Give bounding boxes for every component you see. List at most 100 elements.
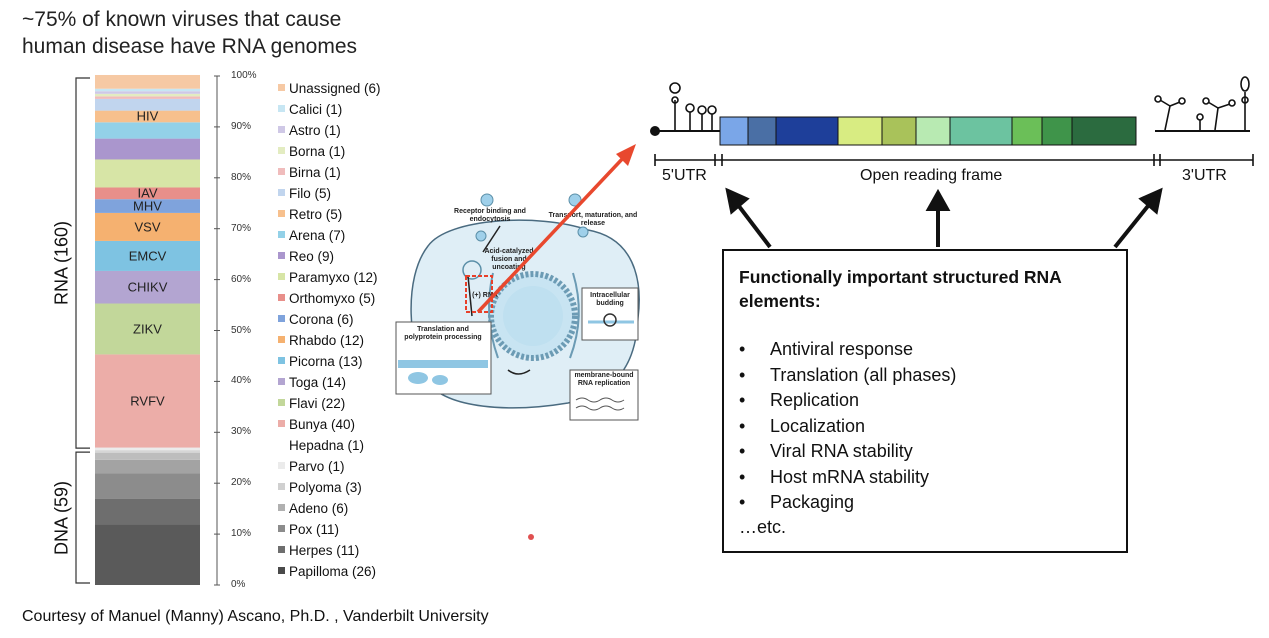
bar-segment-retro (95, 110, 200, 123)
legend-label: Filo (5) (289, 186, 332, 201)
legend-label: Borna (1) (289, 144, 346, 159)
laser-pointer-dot (528, 534, 534, 540)
callout-item-text: Replication (770, 390, 860, 410)
legend-swatch (278, 168, 285, 175)
legend-item: Paramyxo (12) (278, 267, 418, 288)
legend-label: Reo (9) (289, 249, 335, 264)
legend-swatch (278, 273, 285, 280)
cell-illustration (395, 193, 640, 421)
y-tick-label: 90% (231, 120, 252, 132)
orf-domain-9 (1041, 116, 1073, 146)
group-bracket (75, 77, 90, 449)
callout-list: • Antiviral response • Translation (all pha… (739, 337, 956, 516)
stacked-bar-svg (75, 74, 220, 586)
legend-swatch (278, 546, 285, 553)
y-tick-label: 50% (231, 324, 252, 336)
legend-item: Birna (1) (278, 162, 418, 183)
orf-domain-10 (1071, 116, 1137, 146)
legend-swatch (278, 252, 285, 259)
legend-item: Unassigned (6) (278, 78, 418, 99)
y-tick-label: 30% (231, 426, 252, 438)
orf-domain-1 (719, 116, 749, 146)
virion-4 (577, 226, 589, 238)
label-translation: Translation and polyprotein processing (404, 326, 482, 341)
title-line-1: ~75% of known viruses that cause (22, 8, 342, 31)
legend-swatch (278, 483, 285, 490)
legend-swatch (278, 189, 285, 196)
y-tick-label: 80% (231, 171, 252, 183)
utr5-label: 5'UTR (662, 167, 707, 184)
region-brackets (654, 154, 1254, 166)
bullet: • (739, 466, 746, 487)
structured-rna-callout-box: Functionally important structured RNA el… (722, 249, 1128, 553)
arrow-to-5utr (733, 199, 772, 249)
legend-item: Hepadna (1) (278, 435, 418, 456)
group-bracket (75, 451, 90, 584)
bar-segment-bunya (95, 354, 200, 448)
bar-segment-arena (95, 122, 200, 139)
replication-rna-1 (575, 397, 625, 403)
bar-segment-polyoma (95, 452, 200, 460)
virus-stacked-bar-chart: RVFV ZIKV CHIKV EMCV VSV MHV IAV HIV 0% 10% 20% 30%… (0, 60, 260, 600)
legend-swatch (278, 567, 285, 574)
legend-label: Picorna (13) (289, 354, 363, 369)
virion-1 (480, 193, 494, 207)
y-tick-label: 70% (231, 222, 252, 234)
bar-segment-pox (95, 473, 200, 499)
legend-label: Papilloma (26) (289, 564, 377, 579)
label-transport: Transport, maturation, and release (548, 212, 638, 227)
legend-swatch (278, 126, 285, 133)
orf-domain-2 (747, 116, 777, 146)
bar-segment-toga (95, 270, 200, 304)
bullet: • (739, 415, 746, 436)
legend-label: Astro (1) (289, 123, 341, 138)
bar-segment-paramyxo (95, 159, 200, 188)
y-tick-label: 100% (231, 70, 257, 81)
cycle-arrow (507, 369, 531, 375)
legend-item: Toga (14) (278, 372, 418, 393)
orf-domain-3 (775, 116, 839, 146)
segment-label-rvfv: RVFV (130, 393, 165, 409)
label-receptor-binding: Receptor binding and endocytosis (454, 208, 526, 223)
legend-swatch (278, 399, 285, 406)
entry-arrow (482, 225, 501, 253)
bar-segment-astro (95, 91, 200, 94)
label-acid-fusion: Acid-catalyzed fusion and uncoating (484, 248, 534, 271)
bar-segment-flavi (95, 303, 200, 355)
legend-item: Orthomyxo (5) (278, 288, 418, 309)
virus-family-legend: Unassigned (6) Calici (1) Astro (1) Borna (… (278, 78, 418, 582)
legend-item: Herpes (11) (278, 540, 418, 561)
orf-domain-8 (1011, 116, 1043, 146)
callout-item-text: Antiviral response (770, 339, 914, 359)
courtesy-credit: Courtesy of Manuel (Manny) Ascano, Ph.D.… (22, 608, 489, 625)
legend-item: Reo (9) (278, 246, 418, 267)
legend-label: Flavi (22) (289, 396, 346, 411)
legend-item: Astro (1) (278, 120, 418, 141)
legend-item: Picorna (13) (278, 351, 418, 372)
legend-swatch (278, 315, 285, 322)
legend-swatch (278, 525, 285, 532)
virion-3 (475, 230, 487, 242)
nucleus-core (503, 286, 563, 346)
legend-item: Flavi (22) (278, 393, 418, 414)
label-budding: Intracellular budding (590, 292, 630, 307)
callout-list-item: • Packaging (739, 490, 956, 516)
legend-item: Arena (7) (278, 225, 418, 246)
legend-label: Corona (6) (289, 312, 354, 327)
legend-item: Polyoma (3) (278, 477, 418, 498)
segment-label-iav: IAV (137, 185, 158, 201)
legend-item: Rhabdo (12) (278, 330, 418, 351)
label-replication: membrane-bound RNA replication (574, 372, 634, 387)
group-label-rna: RNA (160) (51, 221, 72, 306)
legend-item: Adeno (6) (278, 498, 418, 519)
orf-domain-6 (915, 116, 951, 146)
utr5-stem-loops (669, 82, 717, 130)
bar-segment-orthomyxo (95, 187, 200, 200)
zoom-arrow (476, 144, 636, 314)
legend-item: Papilloma (26) (278, 561, 418, 582)
er-strip (398, 360, 488, 368)
er-membrane-2 (569, 272, 580, 359)
callout-heading: Functionally important structured RNA el… (739, 267, 1062, 311)
segment-label-mhv: MHV (133, 198, 162, 214)
legend-swatch (278, 420, 285, 427)
